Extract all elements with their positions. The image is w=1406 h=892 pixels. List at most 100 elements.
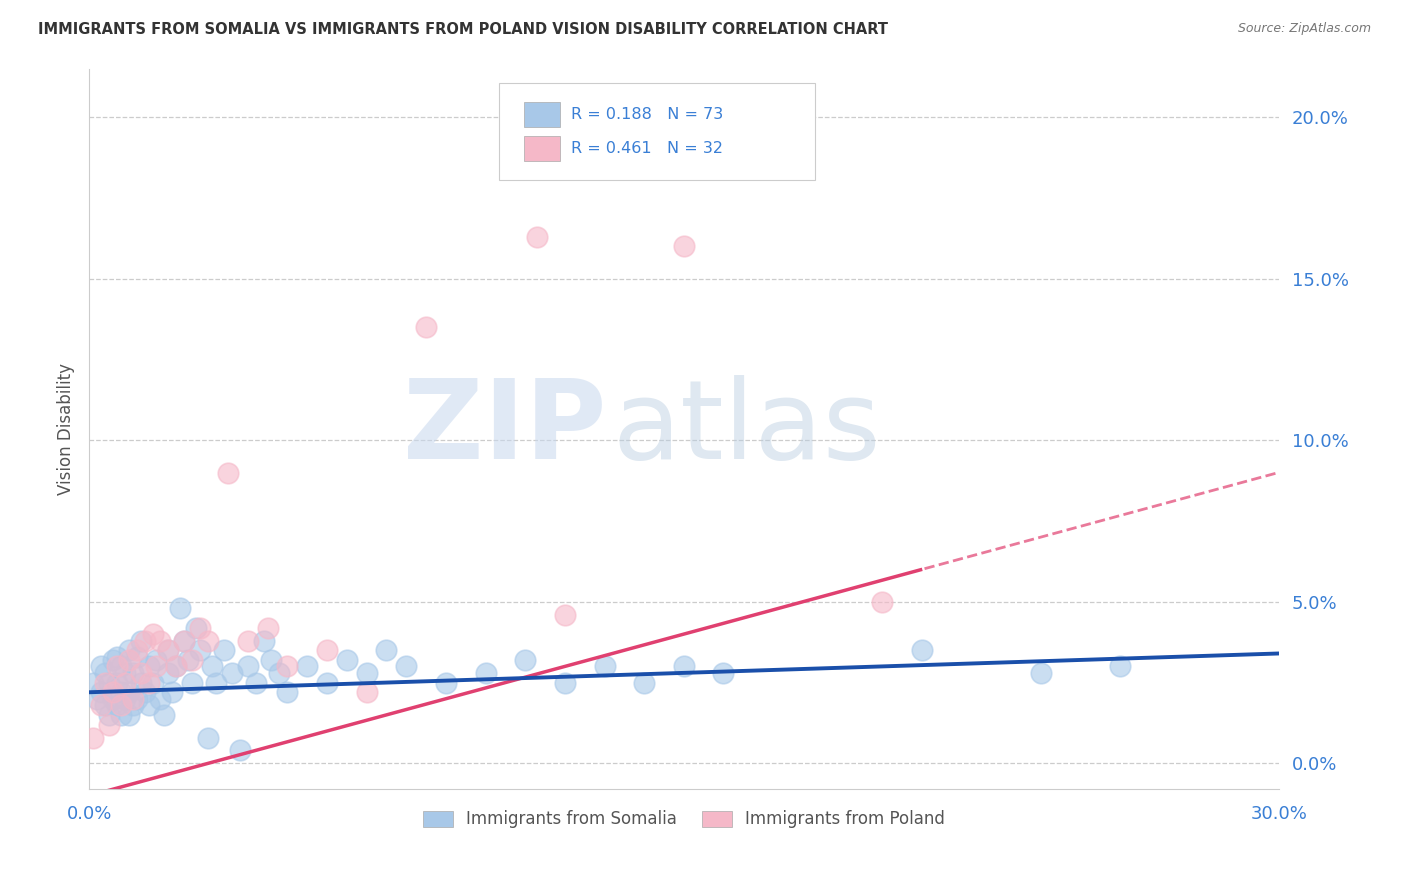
Point [1109, 659, 1132, 673]
Point [375, 643, 398, 657]
FancyBboxPatch shape [524, 103, 560, 127]
Point [110, 685, 132, 699]
Point [114, 675, 136, 690]
Point [672, 239, 695, 253]
Point [269, 665, 291, 680]
Point [515, 653, 537, 667]
Point [138, 698, 160, 713]
Point [97, 717, 120, 731]
Point [217, 466, 239, 480]
Point [105, 698, 128, 713]
Point [101, 685, 124, 699]
Point [1029, 665, 1052, 680]
Point [97, 707, 120, 722]
Point [157, 665, 180, 680]
Point [181, 675, 204, 690]
Point [593, 659, 616, 673]
Text: IMMIGRANTS FROM SOMALIA VS IMMIGRANTS FROM POLAND VISION DISABILITY CORRELATION : IMMIGRANTS FROM SOMALIA VS IMMIGRANTS FR… [38, 22, 889, 37]
Point [177, 653, 200, 667]
Point [184, 621, 207, 635]
Point [149, 633, 172, 648]
Point [276, 659, 298, 673]
Point [97, 675, 120, 690]
Point [110, 698, 132, 713]
Point [336, 653, 359, 667]
Point [157, 643, 180, 657]
Point [236, 659, 259, 673]
Point [236, 633, 259, 648]
Point [110, 659, 132, 673]
Point [229, 743, 252, 757]
Point [118, 707, 141, 722]
FancyBboxPatch shape [499, 83, 814, 180]
Point [82, 675, 104, 690]
Point [101, 653, 124, 667]
Text: R = 0.461   N = 32: R = 0.461 N = 32 [571, 141, 723, 156]
Point [173, 633, 195, 648]
Point [415, 320, 437, 334]
Point [221, 665, 243, 680]
Point [105, 649, 128, 664]
Point [114, 665, 136, 680]
Point [138, 675, 160, 690]
Point [245, 675, 267, 690]
Point [125, 643, 148, 657]
Point [870, 595, 893, 609]
Point [162, 685, 184, 699]
Point [141, 675, 163, 690]
Point [121, 691, 143, 706]
Text: Source: ZipAtlas.com: Source: ZipAtlas.com [1237, 22, 1371, 36]
Point [256, 621, 278, 635]
Point [316, 675, 339, 690]
Point [165, 659, 187, 673]
Point [114, 691, 136, 706]
Point [105, 659, 128, 673]
Point [129, 675, 152, 690]
Y-axis label: Vision Disability: Vision Disability [58, 363, 75, 495]
Point [169, 601, 191, 615]
Point [165, 659, 187, 673]
Point [94, 698, 117, 713]
Point [474, 665, 496, 680]
Point [125, 691, 148, 706]
Point [276, 685, 298, 699]
Point [125, 649, 148, 664]
Point [94, 675, 117, 690]
Point [90, 698, 112, 713]
Point [145, 653, 167, 667]
Point [295, 659, 318, 673]
Point [554, 607, 576, 622]
Text: atlas: atlas [613, 376, 882, 483]
Point [316, 643, 339, 657]
Point [145, 659, 167, 673]
Point [911, 643, 934, 657]
Point [153, 707, 176, 722]
Text: ZIP: ZIP [404, 376, 606, 483]
Point [134, 685, 156, 699]
Point [173, 633, 195, 648]
Point [86, 691, 108, 706]
Point [672, 659, 695, 673]
Point [188, 643, 211, 657]
Point [395, 659, 418, 673]
Point [356, 665, 378, 680]
Point [149, 691, 172, 706]
Text: R = 0.188   N = 73: R = 0.188 N = 73 [571, 107, 723, 122]
Point [713, 665, 735, 680]
Point [633, 675, 655, 690]
Point [121, 665, 143, 680]
Point [129, 633, 152, 648]
Point [82, 731, 104, 745]
Point [90, 659, 112, 673]
Point [157, 643, 180, 657]
Point [105, 675, 128, 690]
Point [129, 665, 152, 680]
Point [118, 653, 141, 667]
Point [205, 675, 228, 690]
Point [138, 659, 160, 673]
Legend: Immigrants from Somalia, Immigrants from Poland: Immigrants from Somalia, Immigrants from… [416, 804, 952, 835]
Point [121, 698, 143, 713]
Point [101, 691, 124, 706]
Point [188, 621, 211, 635]
Point [554, 675, 576, 690]
